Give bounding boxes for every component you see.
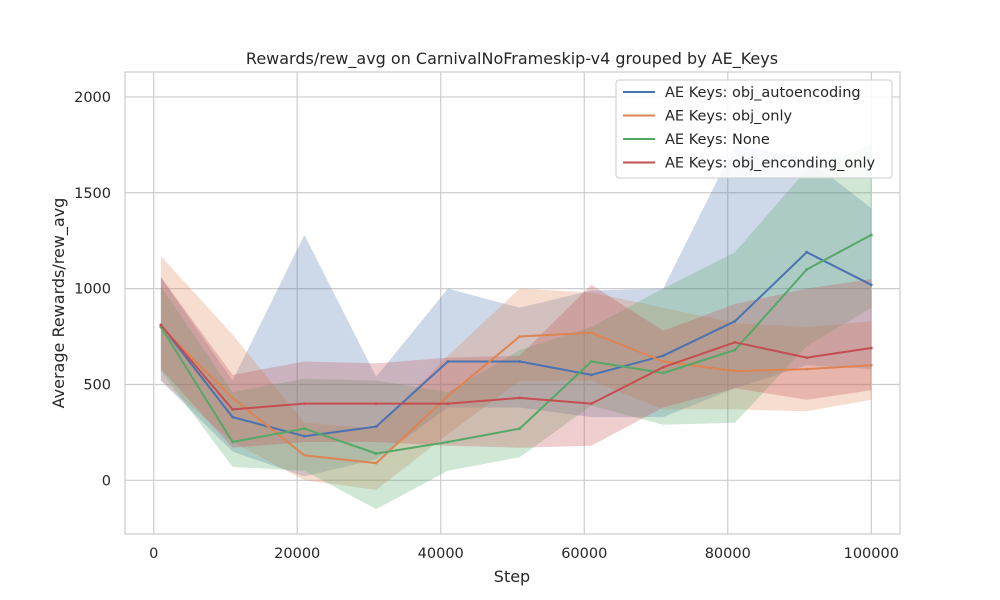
confidence-band-series-3 [160, 144, 872, 510]
data-point [733, 369, 737, 373]
data-point [733, 319, 737, 323]
chart-title: Rewards/rew_avg on CarnivalNoFrameskip-v… [246, 49, 778, 69]
data-point [302, 402, 306, 406]
x-tick-label: 0 [149, 546, 158, 562]
legend-label-2: AE Keys: obj_only [665, 109, 792, 125]
data-point [374, 425, 378, 429]
data-point [661, 365, 665, 369]
x-tick-label: 20000 [274, 546, 320, 562]
data-point [661, 371, 665, 375]
x-axis-label: Step [494, 567, 530, 586]
data-point [590, 331, 593, 335]
confidence-band-series-1 [160, 144, 872, 477]
data-point [302, 434, 306, 438]
data-point [805, 268, 809, 271]
data-point [446, 394, 450, 398]
data-point [374, 402, 378, 406]
data-point [231, 415, 235, 419]
y-tick-label: 1000 [74, 282, 111, 298]
data-point [661, 360, 665, 363]
data-point [231, 407, 235, 411]
x-tick-label: 40000 [418, 546, 464, 562]
legend: AE Keys: obj_autoencoding AE Keys: obj_on… [615, 79, 893, 179]
data-point [302, 427, 306, 430]
data-point [805, 250, 809, 254]
data-point [518, 335, 522, 338]
data-point [869, 346, 873, 350]
data-point [518, 396, 522, 400]
data-point [374, 461, 378, 465]
y-axis-label: Average Rewards/rew_avg [49, 198, 69, 409]
data-point [590, 373, 593, 377]
legend-label-4: AE Keys: obj_enconding_only [665, 156, 875, 172]
x-tick-label: 80000 [705, 546, 751, 562]
data-point [446, 440, 450, 444]
data-point [518, 360, 522, 363]
data-point [661, 354, 665, 358]
data-point [302, 454, 306, 457]
data-point [231, 440, 235, 444]
y-tick-label: 2000 [74, 90, 111, 106]
data-point [590, 402, 593, 406]
series-lines [159, 233, 873, 465]
x-tick-label: 60000 [561, 546, 607, 562]
data-point [733, 340, 737, 344]
legend-label-3: AE Keys: None [665, 132, 770, 148]
data-point [446, 402, 450, 406]
plot-frame [124, 71, 901, 535]
data-point [805, 367, 809, 371]
data-point [231, 396, 235, 400]
data-point [518, 427, 522, 430]
y-tick-label: 500 [83, 377, 111, 393]
y-tick-label: 0 [102, 473, 111, 489]
data-point [446, 360, 450, 363]
data-point [869, 363, 873, 367]
data-point [869, 283, 873, 287]
x-tick-label: 100000 [844, 546, 899, 562]
legend-label-1: AE Keys: obj_autoencoding [665, 85, 861, 101]
data-point [159, 323, 163, 327]
data-point [590, 360, 593, 363]
data-point [374, 452, 378, 455]
data-point [869, 233, 873, 237]
y-tick-labels: 0 500 1000 1500 2000 [74, 90, 111, 489]
data-point [733, 348, 737, 352]
legend-box [615, 79, 893, 179]
data-point [805, 356, 809, 360]
x-tick-labels: 0 20000 40000 60000 80000 100000 [149, 546, 899, 562]
y-tick-label: 1500 [74, 186, 111, 202]
